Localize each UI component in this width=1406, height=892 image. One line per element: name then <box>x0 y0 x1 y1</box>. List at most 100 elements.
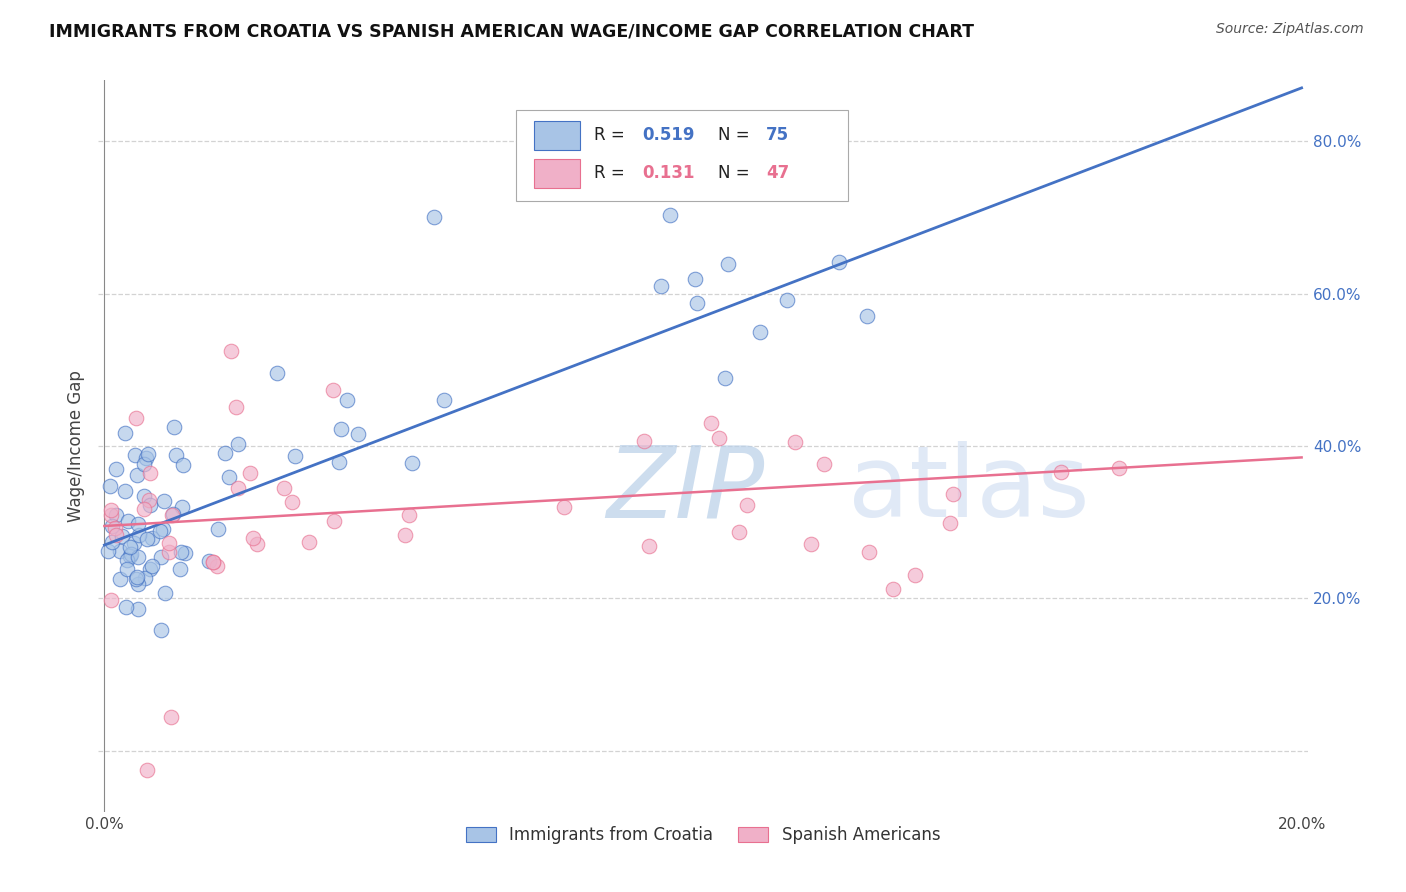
Point <box>347 427 370 442</box>
Point <box>127 516 149 531</box>
Point <box>125 410 148 425</box>
Bar <box>534 120 579 150</box>
Point <box>157 545 180 559</box>
Text: 75: 75 <box>766 126 789 145</box>
Point <box>118 549 141 564</box>
Point <box>101 518 124 533</box>
Point <box>882 582 904 596</box>
Text: N =: N = <box>717 164 755 182</box>
Point <box>228 482 250 496</box>
Point <box>165 448 187 462</box>
Point <box>650 279 672 293</box>
Point <box>813 457 835 471</box>
Point <box>336 392 359 407</box>
Point <box>105 508 128 522</box>
Point <box>117 514 139 528</box>
Point <box>104 462 127 476</box>
Point <box>633 434 655 449</box>
Point <box>728 524 751 539</box>
Point <box>132 457 155 471</box>
Point <box>132 501 155 516</box>
FancyBboxPatch shape <box>516 110 848 201</box>
Point <box>280 495 302 509</box>
Point <box>785 435 807 450</box>
Point <box>141 531 163 545</box>
Point <box>108 572 131 586</box>
Point <box>127 602 149 616</box>
Point <box>735 498 758 512</box>
Point <box>162 507 184 521</box>
Point <box>114 425 136 440</box>
Point <box>637 539 659 553</box>
Point <box>398 508 420 523</box>
Point <box>153 585 176 599</box>
Point <box>198 554 221 568</box>
Point <box>132 489 155 503</box>
Point <box>100 535 122 549</box>
Point <box>97 544 120 558</box>
Point <box>422 211 444 225</box>
Point <box>122 535 145 549</box>
Point <box>856 309 879 323</box>
Point <box>170 500 193 514</box>
Point <box>749 325 772 339</box>
Point <box>713 371 735 385</box>
Point <box>162 420 184 434</box>
Point <box>135 451 157 466</box>
Point <box>100 593 122 607</box>
Point <box>136 763 159 777</box>
Point <box>394 528 416 542</box>
Point <box>328 455 350 469</box>
Text: R =: R = <box>595 126 630 145</box>
Point <box>169 562 191 576</box>
Point <box>105 528 128 542</box>
Bar <box>534 159 579 188</box>
Point <box>108 544 131 558</box>
Point <box>162 508 184 522</box>
Point <box>136 447 159 461</box>
Point <box>149 524 172 538</box>
Point <box>173 546 195 560</box>
Point <box>1108 460 1130 475</box>
Text: 0.519: 0.519 <box>643 126 695 145</box>
Point <box>800 536 823 550</box>
Point <box>858 545 880 559</box>
Point <box>284 449 307 463</box>
Point <box>266 366 288 380</box>
Point <box>125 570 148 584</box>
Point <box>218 469 240 483</box>
Point <box>124 448 146 462</box>
Point <box>139 562 162 576</box>
Point <box>172 458 194 472</box>
Point <box>1050 465 1073 479</box>
Point <box>120 547 142 561</box>
Point <box>700 416 723 430</box>
Point <box>157 536 180 550</box>
Text: N =: N = <box>717 126 755 145</box>
Point <box>776 293 799 307</box>
Point <box>329 422 352 436</box>
Point <box>904 568 927 582</box>
Point <box>115 599 138 614</box>
Point <box>114 483 136 498</box>
Point <box>100 503 122 517</box>
Text: Source: ZipAtlas.com: Source: ZipAtlas.com <box>1216 22 1364 37</box>
Point <box>139 498 162 512</box>
Y-axis label: Wage/Income Gap: Wage/Income Gap <box>67 370 86 522</box>
Point <box>322 514 344 528</box>
Point <box>138 493 160 508</box>
Point <box>942 487 965 501</box>
Point <box>159 710 181 724</box>
Point <box>201 555 224 569</box>
Point <box>827 254 849 268</box>
Point <box>134 571 156 585</box>
Point <box>242 532 264 546</box>
Point <box>150 550 173 565</box>
Point <box>433 392 456 407</box>
Point <box>214 446 236 460</box>
Point <box>239 467 262 481</box>
Point <box>149 623 172 637</box>
Point <box>322 383 344 397</box>
Point <box>225 401 247 415</box>
Point <box>298 534 321 549</box>
